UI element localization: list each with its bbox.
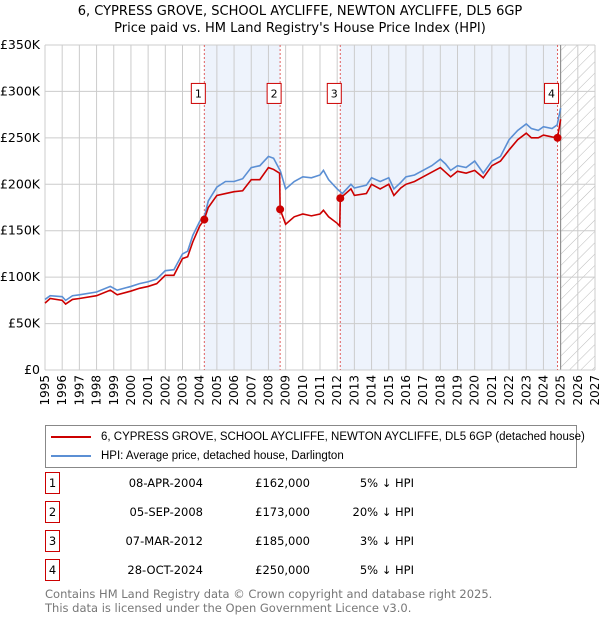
y-tick-label: £0: [24, 362, 40, 377]
chart-title: 6, CYPRESS GROVE, SCHOOL AYCLIFFE, NEWTO…: [77, 4, 523, 19]
transaction-marker: 4: [45, 559, 60, 581]
x-tick-label: 2014: [365, 375, 379, 406]
legend-label-hpi: HPI: Average price, detached house, Darl…: [101, 450, 344, 462]
x-tick-label: 2027: [588, 375, 600, 406]
x-tick-label: 2021: [485, 375, 499, 406]
x-tick-label: 2023: [519, 375, 533, 406]
y-tick-label: £150K: [0, 223, 41, 238]
transaction-row: 1 08-APR-2004 £162,000 5% ↓ HPI: [45, 472, 445, 494]
x-tick-label: 2002: [158, 375, 172, 406]
x-tick-label: 1999: [107, 375, 121, 406]
x-tick-label: 2001: [141, 375, 155, 406]
property-series-line: [44, 119, 562, 306]
hpi-series-line: [44, 107, 562, 302]
x-tick-label: 2019: [451, 375, 465, 406]
sale-label: 3: [331, 87, 338, 100]
sale-label-box: [326, 82, 342, 104]
y-tick-label: £50K: [8, 316, 41, 331]
transaction-marker: 2: [45, 501, 60, 523]
y-tick-label: £200K: [0, 176, 41, 191]
x-tick-label: 2006: [227, 375, 241, 406]
footer-licence: This data is licensed under the Open Gov…: [45, 601, 412, 615]
transaction-price: £173,000: [255, 505, 310, 519]
x-tick-label: 2025: [554, 375, 568, 406]
x-tick-label: 2009: [279, 375, 293, 406]
legend: 6, CYPRESS GROVE, SCHOOL AYCLIFFE, NEWTO…: [45, 425, 585, 468]
x-tick-label: 2010: [296, 375, 310, 406]
x-tick-label: 2013: [347, 375, 361, 406]
transaction-date: 07-MAR-2012: [125, 534, 203, 548]
transaction-price: £250,000: [255, 563, 310, 577]
transaction-hpi-diff: 5% ↓ HPI: [359, 563, 414, 577]
x-tick-label: 1997: [72, 375, 86, 406]
transaction-row: 4 28-OCT-2024 £250,000 5% ↓ HPI: [45, 559, 445, 581]
y-tick-label: £100K: [0, 269, 41, 284]
x-tick-label: 1996: [55, 375, 69, 406]
sale-label-box: [544, 82, 560, 104]
transaction-price: £185,000: [255, 534, 310, 548]
transaction-price: £162,000: [255, 476, 310, 490]
transaction-date: 08-APR-2004: [128, 476, 203, 490]
x-tick-label: 2007: [244, 375, 258, 406]
legend-swatch-property: [51, 436, 91, 438]
x-tick-label: 1998: [90, 375, 104, 406]
x-tick-label: 2022: [502, 375, 516, 406]
sale-point: [200, 215, 209, 224]
chart-subtitle: Price paid vs. HM Land Registry's House …: [114, 21, 486, 36]
price-chart: 1995 1996 1997 1998 1999 2000 2001 2002 2003 2004…: [0, 37, 600, 406]
legend-swatch-hpi: [51, 455, 91, 457]
x-tick-label: 2015: [382, 375, 396, 406]
transaction-date: 05-SEP-2008: [129, 505, 203, 519]
sale-label-box: [266, 82, 282, 104]
transaction-hpi-diff: 20% ↓ HPI: [352, 505, 414, 519]
x-tick-label: 2016: [399, 375, 413, 406]
footer-copyright: Contains HM Land Registry data © Crown c…: [45, 587, 493, 601]
x-tick-label: 2011: [313, 375, 327, 406]
x-tick-label: 2012: [330, 375, 344, 406]
x-tick-label: 2026: [571, 375, 585, 406]
sale-period-shading: [340, 45, 558, 370]
x-tick-label: 2020: [468, 375, 482, 406]
x-tick-label: 1995: [38, 375, 52, 406]
sale-label: 2: [271, 87, 278, 100]
x-tick-label: 2017: [416, 375, 430, 406]
transaction-hpi-diff: 3% ↓ HPI: [359, 534, 414, 548]
transaction-row: 2 05-SEP-2008 £173,000 20% ↓ HPI: [45, 501, 445, 523]
y-tick-label: £250K: [0, 130, 41, 145]
x-tick-label: 2003: [176, 375, 190, 406]
sale-label-box: [190, 82, 206, 104]
transaction-marker: 3: [45, 530, 60, 552]
x-tick-label: 2005: [210, 375, 224, 406]
legend-label-property: 6, CYPRESS GROVE, SCHOOL AYCLIFFE, NEWTO…: [101, 431, 585, 443]
x-tick-label: 2000: [124, 375, 138, 406]
sale-point: [553, 133, 562, 142]
sale-point: [336, 194, 345, 203]
transaction-marker: 1: [45, 472, 60, 494]
transaction-hpi-diff: 5% ↓ HPI: [359, 476, 414, 490]
x-tick-label: 2024: [536, 375, 550, 406]
transaction-date: 28-OCT-2024: [127, 563, 203, 577]
sale-label: 1: [195, 87, 202, 100]
transaction-row: 3 07-MAR-2012 £185,000 3% ↓ HPI: [45, 530, 445, 552]
y-tick-label: £300K: [0, 83, 41, 98]
sale-point: [276, 205, 285, 214]
x-tick-label: 2008: [261, 375, 275, 406]
y-tick-label: £350K: [0, 37, 41, 52]
x-tick-label: 2004: [193, 375, 207, 406]
sale-label: 4: [548, 87, 555, 100]
x-tick-label: 2018: [433, 375, 447, 406]
